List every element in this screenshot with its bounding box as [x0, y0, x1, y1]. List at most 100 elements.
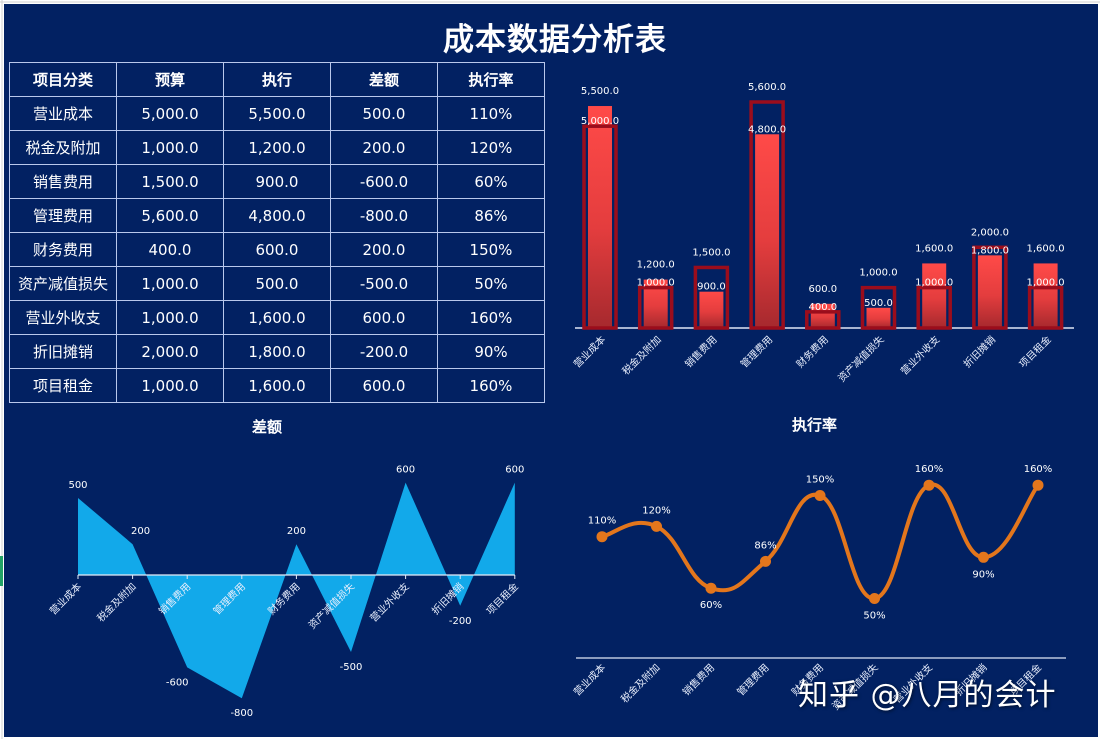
rate-marker[interactable] — [923, 479, 935, 491]
cell-rate[interactable]: 90% — [437, 334, 545, 369]
actual-bar[interactable] — [922, 263, 947, 328]
cell-rate[interactable]: 50% — [437, 266, 545, 301]
x-axis-label: 营业外收支 — [898, 333, 943, 378]
rate-chart-title: 执行率 — [792, 416, 838, 434]
variance-area[interactable] — [78, 482, 515, 699]
cell-actual[interactable]: 5,500.0 — [223, 96, 331, 131]
cell-budget[interactable]: 400.0 — [116, 232, 224, 267]
variance-area-chart: 营业成本500税金及附加200销售费用-600管理费用-800财务费用200资产… — [47, 465, 525, 720]
rate-marker[interactable] — [1032, 479, 1044, 491]
cell-category[interactable]: 管理费用 — [9, 198, 117, 233]
cell-variance[interactable]: 600.0 — [330, 368, 438, 403]
budget-bar[interactable] — [916, 285, 952, 330]
watermark: 知乎 @八月的会计 — [798, 678, 1057, 713]
cell-category[interactable]: 销售费用 — [9, 164, 117, 199]
rate-marker[interactable] — [705, 582, 717, 594]
actual-bar[interactable] — [1033, 263, 1058, 328]
actual-bar[interactable] — [699, 291, 724, 328]
cell-rate[interactable]: 160% — [437, 300, 545, 335]
x-axis-label: 税金及附加 — [94, 580, 139, 625]
actual-bar[interactable] — [588, 106, 612, 328]
cell-variance[interactable]: -200.0 — [330, 334, 438, 369]
cell-budget[interactable]: 5,600.0 — [116, 198, 224, 233]
cell-actual[interactable]: 900.0 — [223, 164, 331, 199]
x-axis-label: 税金及附加 — [618, 661, 663, 706]
budget-bar[interactable] — [860, 285, 897, 330]
cell-variance[interactable]: 200.0 — [330, 130, 438, 165]
budget-bar[interactable] — [637, 285, 674, 330]
cell-rate[interactable]: 160% — [437, 368, 545, 403]
cell-variance[interactable]: -800.0 — [330, 198, 438, 233]
bar-value-label: 4,800.0 — [748, 124, 786, 135]
cell-budget[interactable]: 1,000.0 — [116, 300, 224, 335]
variance-chart-title: 差额 — [252, 418, 283, 436]
cell-category[interactable]: 营业成本 — [9, 96, 117, 131]
rate-marker[interactable] — [869, 593, 880, 604]
rate-marker[interactable] — [596, 531, 608, 543]
cell-category[interactable]: 税金及附加 — [9, 130, 117, 165]
cell-actual[interactable]: 1,800.0 — [223, 334, 331, 369]
x-axis-label: 折旧摊销 — [961, 333, 998, 370]
cell-category[interactable]: 折旧摊销 — [9, 334, 117, 369]
budget-bar[interactable] — [693, 265, 730, 330]
rate-value-label: 86% — [754, 540, 776, 551]
cell-category[interactable]: 财务费用 — [9, 232, 117, 267]
cell-variance[interactable]: 500.0 — [330, 96, 438, 131]
budget-bar[interactable] — [582, 124, 618, 330]
cell-rate[interactable]: 150% — [437, 232, 545, 267]
header-rate[interactable]: 执行率 — [437, 62, 545, 97]
budget-bar[interactable] — [805, 310, 841, 330]
budget-bar[interactable] — [1027, 285, 1064, 330]
x-axis-label: 管理费用 — [738, 333, 775, 370]
rate-marker[interactable] — [978, 551, 989, 563]
cell-budget[interactable]: 2,000.0 — [116, 334, 224, 369]
cell-variance[interactable]: -500.0 — [330, 266, 438, 301]
header-budget[interactable]: 预算 — [116, 62, 224, 97]
actual-bar[interactable] — [755, 134, 780, 328]
budget-actual-bar-chart: 5,500.0 5,000.0 营业成本 1,200.0 1,000.0 税金及附加 1,5… — [571, 82, 1074, 385]
bar-value-label: 400.0 — [808, 302, 837, 313]
bar-value-label: 1,600.0 — [915, 243, 953, 254]
rate-value-label: 110% — [588, 516, 617, 527]
rate-marker[interactable] — [814, 490, 826, 501]
rate-value-label: 60% — [700, 600, 722, 611]
rate-line[interactable] — [601, 482, 1040, 601]
cell-category[interactable]: 营业外收支 — [9, 300, 117, 335]
rate-marker[interactable] — [651, 520, 662, 532]
actual-bar[interactable] — [977, 255, 1002, 328]
cell-budget[interactable]: 1,500.0 — [116, 164, 224, 199]
actual-bar[interactable] — [866, 307, 891, 328]
cell-budget[interactable]: 1,000.0 — [116, 368, 224, 403]
cell-budget[interactable]: 1,000.0 — [116, 130, 224, 165]
cell-rate[interactable]: 60% — [437, 164, 545, 199]
area-value-label: -800 — [230, 708, 253, 719]
cell-rate[interactable]: 120% — [437, 130, 545, 165]
cell-actual[interactable]: 1,200.0 — [223, 130, 331, 165]
cell-variance[interactable]: 600.0 — [330, 300, 438, 335]
rate-marker[interactable] — [760, 555, 771, 567]
x-axis-label: 销售费用 — [680, 661, 717, 698]
cell-actual[interactable]: 1,600.0 — [223, 368, 331, 403]
x-axis-label: 管理费用 — [734, 661, 771, 698]
cell-budget[interactable]: 1,000.0 — [116, 266, 224, 301]
cell-rate[interactable]: 86% — [437, 198, 545, 233]
actual-bar[interactable] — [810, 303, 835, 328]
rate-value-label: 120% — [642, 505, 671, 516]
cell-category[interactable]: 资产减值损失 — [9, 266, 117, 301]
header-variance[interactable]: 差额 — [330, 62, 438, 97]
cell-actual[interactable]: 4,800.0 — [223, 198, 331, 233]
header-actual[interactable]: 执行 — [223, 62, 331, 97]
budget-bar[interactable] — [972, 245, 1008, 330]
budget-bar[interactable] — [749, 100, 785, 330]
area-value-label: -500 — [340, 662, 363, 673]
cell-variance[interactable]: -600.0 — [330, 164, 438, 199]
cell-category[interactable]: 项目租金 — [9, 368, 117, 403]
cell-actual[interactable]: 1,600.0 — [223, 300, 331, 335]
cell-rate[interactable]: 110% — [437, 96, 545, 131]
bar-value-label: 1,000.0 — [915, 278, 953, 289]
cell-actual[interactable]: 500.0 — [223, 266, 331, 301]
header-category[interactable]: 项目分类 — [9, 62, 117, 97]
cell-variance[interactable]: 200.0 — [330, 232, 438, 267]
cell-actual[interactable]: 600.0 — [223, 232, 331, 267]
cell-budget[interactable]: 5,000.0 — [116, 96, 224, 131]
